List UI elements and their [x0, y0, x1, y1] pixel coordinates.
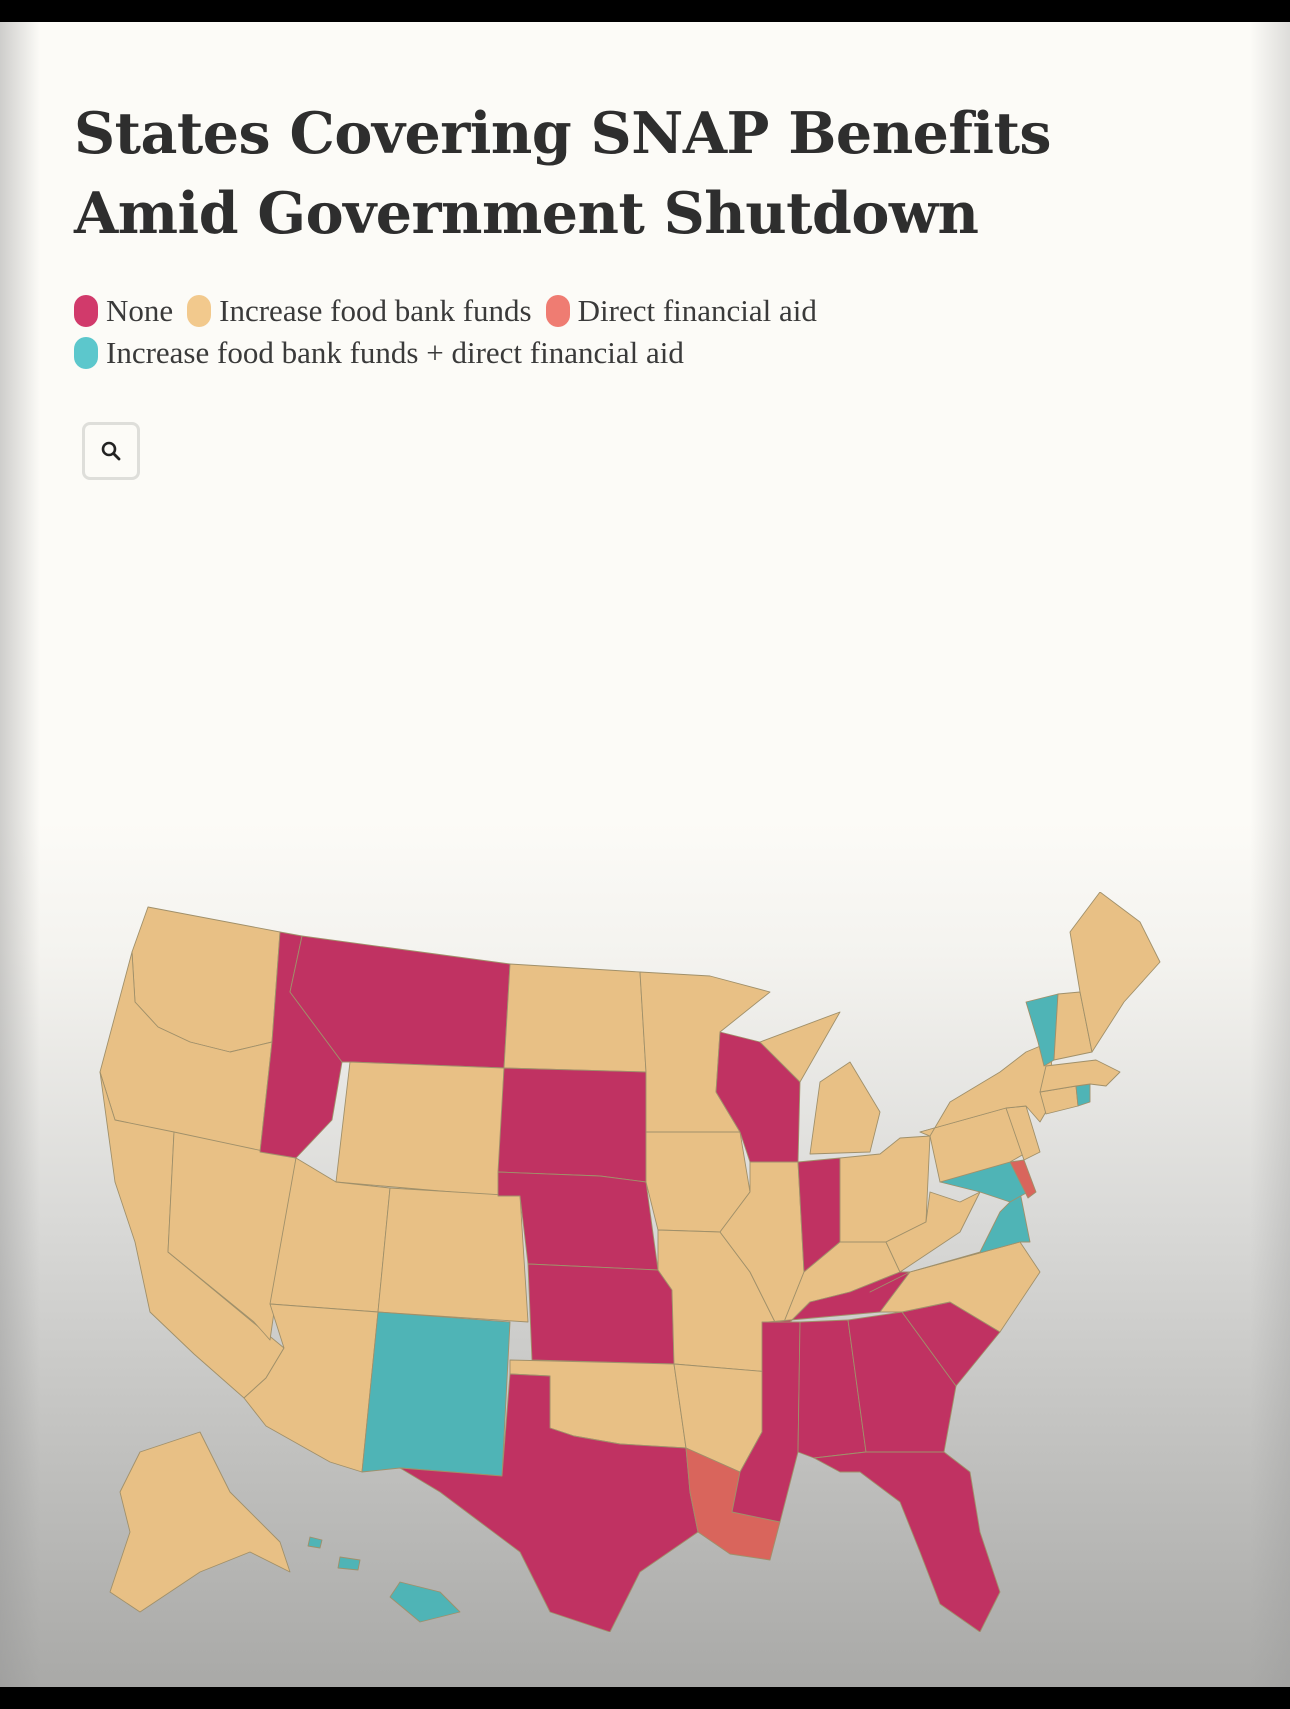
legend-label-none: None — [106, 293, 174, 328]
screen: States Covering SNAP Benefits Amid Gover… — [0, 22, 1290, 1687]
state-MA[interactable] — [1039, 1059, 1121, 1093]
state-WY[interactable] — [335, 1061, 505, 1197]
legend-label-both: Increase food bank funds + direct financ… — [106, 335, 684, 370]
state-KS[interactable] — [527, 1263, 675, 1365]
state-ME[interactable] — [1069, 892, 1161, 1053]
legend: None Increase food bank funds Direct fin… — [74, 290, 1194, 374]
state-VT[interactable] — [1025, 993, 1059, 1067]
legend-swatch-both — [74, 337, 98, 369]
search-button[interactable] — [82, 422, 140, 480]
state-GA[interactable] — [847, 1311, 957, 1453]
state-NM[interactable] — [361, 1311, 511, 1477]
legend-label-direct: Direct financial aid — [577, 293, 817, 328]
state-RI[interactable] — [1075, 1083, 1091, 1107]
state-WV[interactable] — [885, 1191, 981, 1273]
legend-swatch-none — [74, 295, 98, 327]
legend-label-food: Increase food bank funds — [219, 293, 532, 328]
state-SD[interactable] — [497, 1067, 647, 1183]
state-FL[interactable] — [813, 1451, 1001, 1632]
map-title: States Covering SNAP Benefits Amid Gover… — [74, 100, 1052, 247]
legend-item-direct[interactable]: Direct financial aid — [545, 293, 817, 329]
legend-row-2: Increase food bank funds + direct financ… — [74, 332, 1194, 374]
legend-row-1: None Increase food bank funds Direct fin… — [74, 290, 1194, 332]
search-icon — [101, 441, 121, 461]
state-MI[interactable] — [759, 1011, 881, 1155]
state-AK[interactable] — [109, 1431, 291, 1613]
state-DE[interactable] — [1009, 1159, 1037, 1199]
legend-swatch-food — [187, 295, 212, 327]
us-map — [99, 892, 1161, 1632]
state-CO[interactable] — [377, 1187, 529, 1323]
state-HI[interactable] — [307, 1536, 461, 1623]
legend-item-none[interactable]: None — [74, 293, 173, 329]
legend-item-food[interactable]: Increase food bank funds — [187, 293, 532, 329]
legend-item-both[interactable]: Increase food bank funds + direct financ… — [74, 335, 684, 371]
state-TX[interactable] — [399, 1373, 699, 1632]
legend-swatch-direct — [545, 295, 570, 327]
state-ND[interactable] — [503, 963, 647, 1073]
